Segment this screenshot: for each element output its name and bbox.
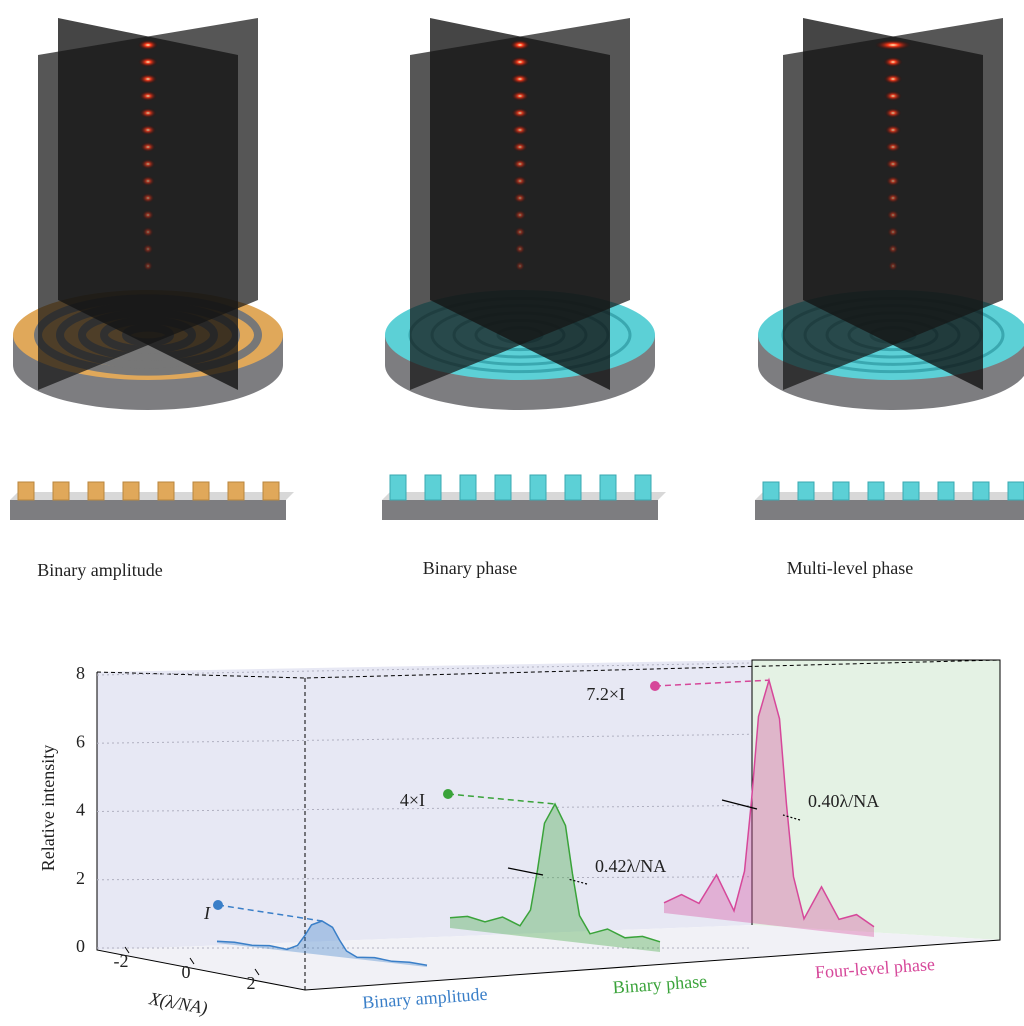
focal-spot (887, 210, 899, 220)
ridge (53, 482, 69, 500)
focal-spot (512, 108, 529, 118)
focal-spot (139, 91, 157, 101)
legend-label: Binary phase (612, 971, 708, 998)
focal-spot (884, 91, 902, 101)
x-tick-label: 0 (182, 962, 191, 982)
focal-spot (139, 74, 157, 84)
panel-label: Binary phase (423, 558, 517, 578)
ridge (228, 482, 244, 500)
y-tick-label: 8 (76, 663, 85, 683)
ridge (263, 482, 279, 500)
peak-label: 7.2×I (586, 684, 625, 704)
focal-spot (515, 261, 525, 271)
peak-label: 4×I (400, 790, 425, 810)
y-tick-label: 2 (76, 868, 85, 888)
ridge (600, 475, 616, 500)
focal-spot (883, 57, 902, 67)
ridge (495, 475, 511, 500)
y-tick-label: 4 (76, 800, 85, 820)
substrate (382, 500, 658, 520)
ridge (903, 482, 919, 500)
peak-label: I (203, 903, 211, 923)
focal-spot (884, 74, 902, 84)
ridge (390, 475, 406, 500)
focal-spot (140, 142, 155, 152)
y-tick-label: 0 (76, 936, 85, 956)
ridge (833, 482, 849, 500)
ridge (193, 482, 209, 500)
x-tick-label: -2 (114, 951, 129, 971)
focal-spot (887, 193, 900, 203)
width-label: 0.40λ/NA (808, 791, 879, 811)
focal-spot (510, 40, 530, 50)
ridge (565, 475, 581, 500)
focal-spot (885, 142, 900, 152)
focal-spot (888, 244, 898, 254)
ridge (798, 482, 814, 500)
leader-dot (213, 900, 223, 910)
ridge (868, 482, 884, 500)
x-tick-label: 2 (247, 973, 256, 993)
focal-spot (512, 142, 527, 152)
ridge (158, 482, 174, 500)
ridge (425, 475, 441, 500)
focal-spot (514, 193, 527, 203)
focal-spot (875, 40, 911, 50)
focal-spot (887, 227, 898, 237)
focal-spot (141, 159, 155, 169)
substrate (10, 500, 286, 520)
focal-spot (141, 176, 155, 186)
focal-spot (138, 40, 158, 50)
focal-spot (515, 244, 525, 254)
leader-dot (650, 681, 660, 691)
focal-spot (513, 176, 527, 186)
ridge (530, 475, 546, 500)
ridge (635, 475, 651, 500)
substrate (755, 500, 1024, 520)
focal-spot (142, 193, 155, 203)
ridge (973, 482, 989, 500)
leader-dot (443, 789, 453, 799)
illustrations (10, 18, 1024, 520)
focal-spot (510, 57, 529, 67)
focal-spot (140, 125, 156, 135)
focal-spot (511, 74, 529, 84)
focal-spot (888, 261, 898, 271)
ridge (88, 482, 104, 500)
y-tick-label: 6 (76, 731, 85, 751)
legend-label: Four-level phase (814, 954, 935, 982)
focal-spot (513, 159, 527, 169)
focal-spot (886, 176, 900, 186)
focal-spot (885, 108, 902, 118)
focal-spot (885, 125, 901, 135)
panel-label: Binary amplitude (37, 560, 162, 580)
focal-spot (514, 227, 525, 237)
ridge (938, 482, 954, 500)
focal-spot (143, 261, 153, 271)
ridge (763, 482, 779, 500)
focal-spot (511, 91, 529, 101)
focal-spot (514, 210, 526, 220)
focal-spot (142, 227, 153, 237)
focal-spot (138, 57, 157, 67)
panel-label: Multi-level phase (787, 558, 913, 578)
y-axis-label: Relative intensity (38, 745, 58, 871)
figure: Binary amplitude Binary phase Multi-leve… (0, 0, 1024, 1026)
ridge (1008, 482, 1024, 500)
ridge (18, 482, 34, 500)
x-axis-label: X(λ/NA) (146, 988, 209, 1019)
ridge (460, 475, 476, 500)
width-label: 0.42λ/NA (595, 856, 666, 876)
legend-label: Binary amplitude (362, 984, 489, 1013)
focal-spot (140, 108, 157, 118)
focal-spot (142, 210, 154, 220)
focal-spot (886, 159, 900, 169)
focal-spot (512, 125, 528, 135)
focal-spot (143, 244, 153, 254)
ridge (123, 482, 139, 500)
